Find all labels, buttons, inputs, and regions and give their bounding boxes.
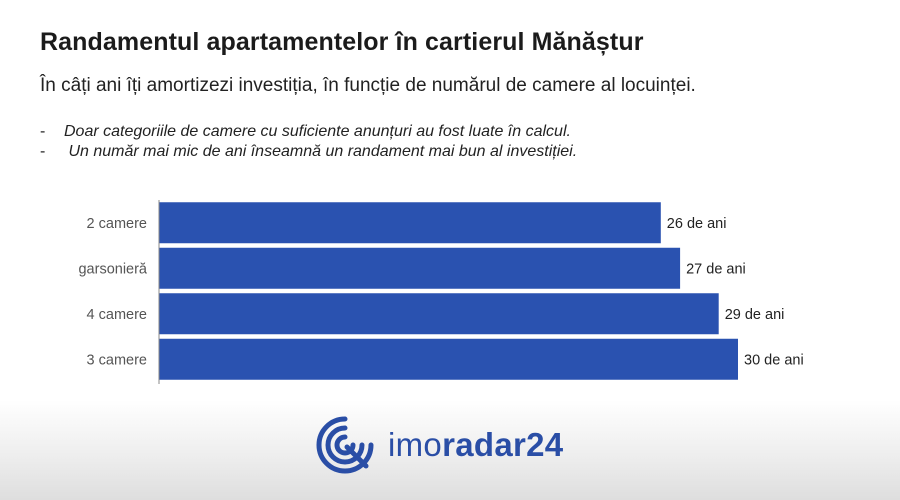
bar-2 (159, 247, 681, 289)
bar-1 (159, 202, 661, 244)
data-label: 26 de ani (667, 216, 727, 232)
logo-wordmark: imoradar24 (388, 426, 563, 464)
bar-chart: 2 camere 26 de ani garsonieră 27 de ani 4 ca… (0, 190, 900, 390)
note-dash: - (40, 123, 46, 140)
footer-band (0, 400, 900, 500)
data-label: 30 de ani (744, 352, 804, 368)
category-label: garsonieră (78, 261, 147, 277)
data-label: 29 de ani (725, 307, 785, 323)
notes-list: - Doar categoriile de camere cu suficient… (40, 122, 577, 162)
data-label: 27 de ani (686, 261, 746, 277)
category-label: 3 camere (87, 352, 147, 368)
bar-3 (159, 293, 719, 335)
category-label: 4 camere (87, 307, 147, 323)
bar-4 (159, 338, 738, 380)
note-item: - Doar categoriile de camere cu suficient… (40, 122, 577, 142)
radar-logo-icon (316, 416, 374, 474)
note-item: - Un număr mai mic de ani înseamnă un ra… (40, 142, 577, 162)
note-text: Doar categoriile de camere cu suficiente… (64, 123, 571, 140)
note-dash: - (40, 143, 46, 160)
chart-title: Randamentul apartamentelor în cartierul … (40, 28, 644, 56)
bar-chart-svg: 2 camere 26 de ani garsonieră 27 de ani 4 ca… (78, 200, 804, 384)
logo-text-light: imo (388, 426, 443, 463)
chart-subtitle: În câți ani îți amortizezi investiția, î… (40, 75, 696, 96)
category-label: 2 camere (87, 216, 147, 232)
note-text: Un număr mai mic de ani înseamnă un rand… (64, 143, 578, 160)
logo-text-bold: radar24 (442, 426, 564, 463)
imoradar24-logo: imoradar24 (314, 415, 563, 475)
